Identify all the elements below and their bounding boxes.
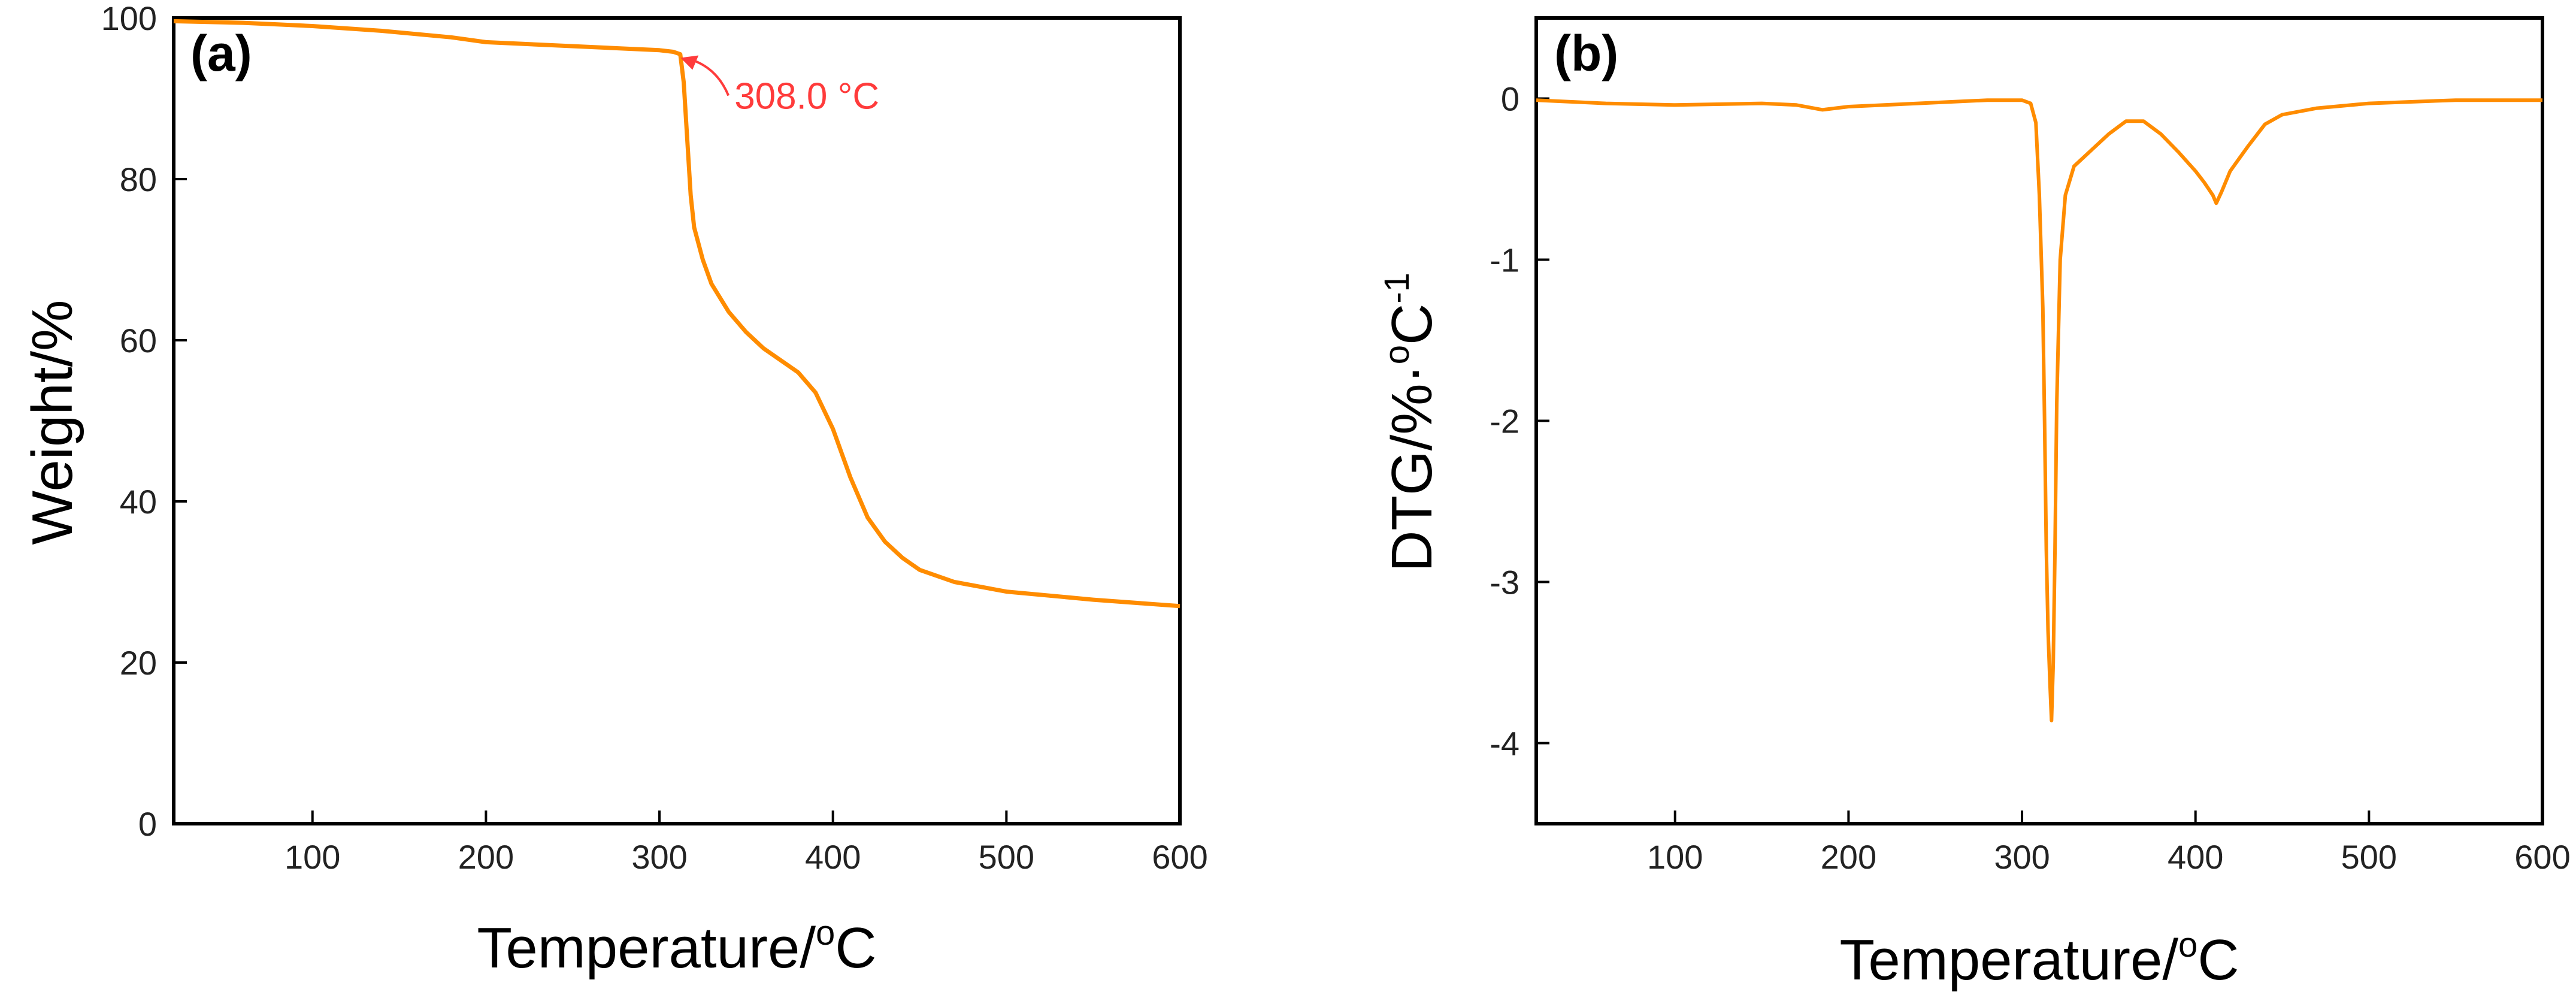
- x-tick-label: 300: [631, 838, 687, 876]
- x-tick-label: 600: [1152, 838, 1207, 876]
- x-tick-label: 100: [1647, 838, 1703, 876]
- y-tick-label: -3: [1490, 564, 1519, 601]
- y-title-degree: o: [1378, 345, 1416, 364]
- panel-a-y-axis-title: Weight/%: [20, 300, 84, 545]
- x-tick-label: 400: [805, 838, 861, 876]
- annotation-arrow: [688, 58, 730, 96]
- y-tick-label: 0: [1501, 80, 1519, 118]
- y-tick-label: 60: [120, 322, 157, 359]
- panel-b-label: (b): [1554, 25, 1618, 81]
- y-title-unit: C: [1380, 304, 1444, 345]
- annotation-label: 308.0 °C: [734, 75, 879, 117]
- panel-a-weight-curve: [173, 19, 1180, 609]
- y-tick-label: 20: [120, 644, 157, 682]
- panel-b-x-axis-title: Temperature/oC: [1839, 926, 2239, 992]
- panel-a-axis-ticks: 100 200 300 400 500 600 0 20 40 60 80 100: [101, 0, 1208, 876]
- x-title-text: Temperature/: [477, 916, 816, 980]
- y-tick-label: -4: [1490, 725, 1519, 763]
- x-tick-label: 600: [2514, 838, 2570, 876]
- x-title-text: Temperature/: [1839, 928, 2178, 992]
- x-tick-label: 500: [2341, 838, 2397, 876]
- panel-b-plot-area: [1534, 16, 2544, 825]
- panel-a-onset-annotation: 308.0 °C: [680, 55, 879, 117]
- y-tick-label: 40: [120, 483, 157, 521]
- x-tick-label: 300: [1994, 838, 2050, 876]
- y-tick-label: 100: [101, 0, 157, 37]
- x-title-degree: o: [816, 914, 835, 952]
- x-tick-label: 400: [2168, 838, 2223, 876]
- panel-b-y-axis-title: DTG/%·oC-1: [1378, 273, 1444, 572]
- panel-b-dtg-curve: [1536, 98, 2542, 722]
- annotation-arrowhead: [680, 55, 699, 70]
- y-title-exponent: -1: [1378, 273, 1416, 304]
- panel-a-plot-area: [172, 16, 1182, 825]
- x-title-unit: C: [835, 916, 876, 980]
- y-tick-label: -1: [1490, 241, 1519, 279]
- y-title-text: DTG/%·: [1380, 364, 1444, 572]
- x-tick-label: 500: [979, 838, 1034, 876]
- x-title-degree: o: [2178, 926, 2197, 964]
- panel-a-label: (a): [190, 25, 252, 81]
- x-tick-label: 100: [284, 838, 340, 876]
- y-tick-label: 0: [138, 805, 157, 843]
- y-tick-label: -2: [1490, 403, 1519, 440]
- x-title-unit: C: [2197, 928, 2239, 992]
- panel-a-x-axis-title: Temperature/oC: [477, 914, 876, 980]
- y-tick-label: 80: [120, 161, 157, 198]
- panel-b-axis-ticks: 100 200 300 400 500 600 -4 -3 -2 -1 0: [1490, 80, 2571, 876]
- panel-b-dtg-chart: 100 200 300 400 500 600-4-3-2-10 (b) DTG/%·oC…: [1378, 16, 2571, 992]
- x-tick-label: 200: [458, 838, 514, 876]
- x-tick-label: 200: [1821, 838, 1876, 876]
